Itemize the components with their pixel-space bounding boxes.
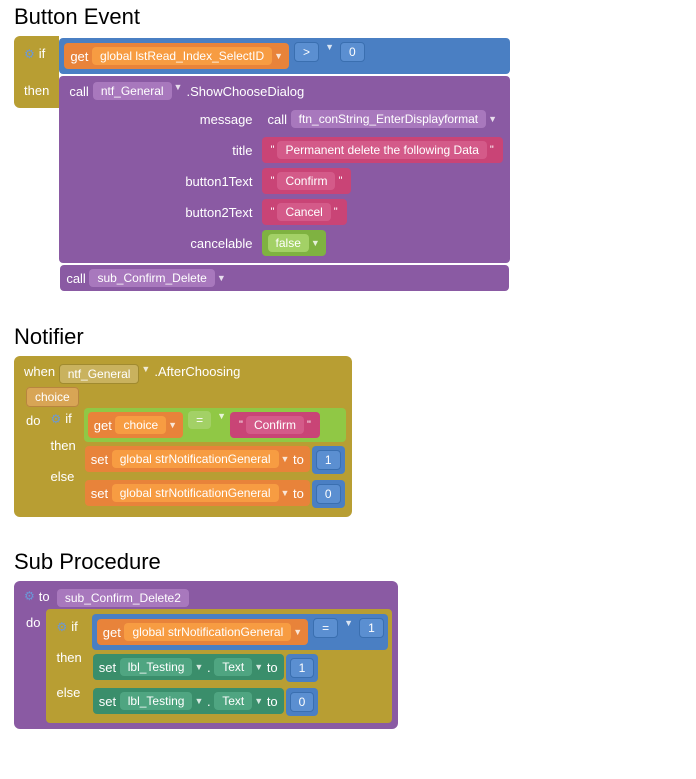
section-button-event: Button Event ⚙ if then get global lstRead… [0, 4, 696, 292]
kw-do: do [20, 407, 46, 434]
false-block[interactable]: false▼ [262, 230, 326, 256]
method-name: .ShowChooseDialog [182, 82, 308, 101]
section-title: Notifier [14, 324, 696, 350]
num-one[interactable]: 1 [312, 446, 345, 474]
get-block[interactable]: get global lstRead_Index_SelectID▼ [64, 43, 289, 69]
kw-if: if [39, 46, 46, 61]
op-eq[interactable]: = [188, 411, 211, 429]
kw-to: to [39, 589, 50, 604]
section-notifier: Notifier when ntf_General▼ .AfterChoosin… [0, 324, 696, 517]
param-btn1: button1Text [185, 174, 252, 189]
var-dropdown[interactable]: global lstRead_Index_SelectID [92, 47, 272, 65]
ntf-dropdown[interactable]: ntf_General [59, 364, 140, 384]
kw-if: if [71, 619, 78, 634]
choice-param: choice [26, 387, 79, 407]
gear-icon: ⚙ [24, 47, 35, 61]
param-btn2: button2Text [185, 205, 252, 220]
kw-do: do [20, 609, 46, 636]
ntf-dropdown[interactable]: ntf_General [93, 82, 172, 100]
btn1-text[interactable]: "Confirm" [262, 168, 352, 194]
kw-then: then [24, 83, 49, 98]
param-cancelable: cancelable [190, 236, 252, 251]
gear-icon: ⚙ [50, 412, 61, 426]
num-one[interactable]: 1 [359, 618, 384, 638]
num-one[interactable]: 1 [286, 654, 319, 682]
section-title: Sub Procedure [14, 549, 696, 575]
param-message: message [200, 112, 253, 127]
num-zero[interactable]: 0 [286, 688, 319, 716]
call-sub-confirm[interactable]: call sub_Confirm_Delete▼ [60, 265, 509, 291]
confirm-str[interactable]: "Confirm" [230, 412, 320, 438]
section-title: Button Event [14, 4, 696, 30]
proc-name[interactable]: sub_Confirm_Delete2 [57, 589, 189, 607]
after-choosing: .AfterChoosing [150, 364, 240, 379]
kw-else: else [56, 685, 80, 700]
kw-if: if [65, 411, 72, 426]
set-block[interactable]: set global strNotificationGeneral▼ to [85, 480, 310, 506]
get-block[interactable]: get global strNotificationGeneral▼ [97, 619, 308, 645]
kw-then: then [50, 438, 75, 453]
kw-when: when [24, 364, 55, 379]
call-ftn[interactable]: call ftn_conString_EnterDisplayformat▼ [262, 106, 503, 132]
title-text-block[interactable]: "Permanent delete the following Data" [262, 137, 503, 163]
set-text-block[interactable]: set lbl_Testing▼ . Text▼ to [93, 654, 284, 680]
gear-icon: ⚙ [56, 620, 67, 634]
section-sub-procedure: Sub Procedure ⚙ to sub_Confirm_Delete2 d… [0, 549, 696, 729]
kw-then: then [56, 650, 81, 665]
kw-else: else [50, 469, 74, 484]
kw-call: call [65, 82, 93, 101]
op-eq[interactable]: = [313, 618, 338, 638]
gear-icon: ⚙ [24, 589, 35, 603]
set-block[interactable]: set global strNotificationGeneral▼ to [85, 446, 310, 472]
num-zero[interactable]: 0 [312, 480, 345, 508]
param-title: title [232, 143, 252, 158]
op-gt[interactable]: > [294, 42, 319, 62]
set-text-block[interactable]: set lbl_Testing▼ . Text▼ to [93, 688, 284, 714]
get-choice[interactable]: get choice▼ [88, 412, 183, 438]
num-zero[interactable]: 0 [340, 42, 365, 62]
btn2-text[interactable]: "Cancel" [262, 199, 347, 225]
